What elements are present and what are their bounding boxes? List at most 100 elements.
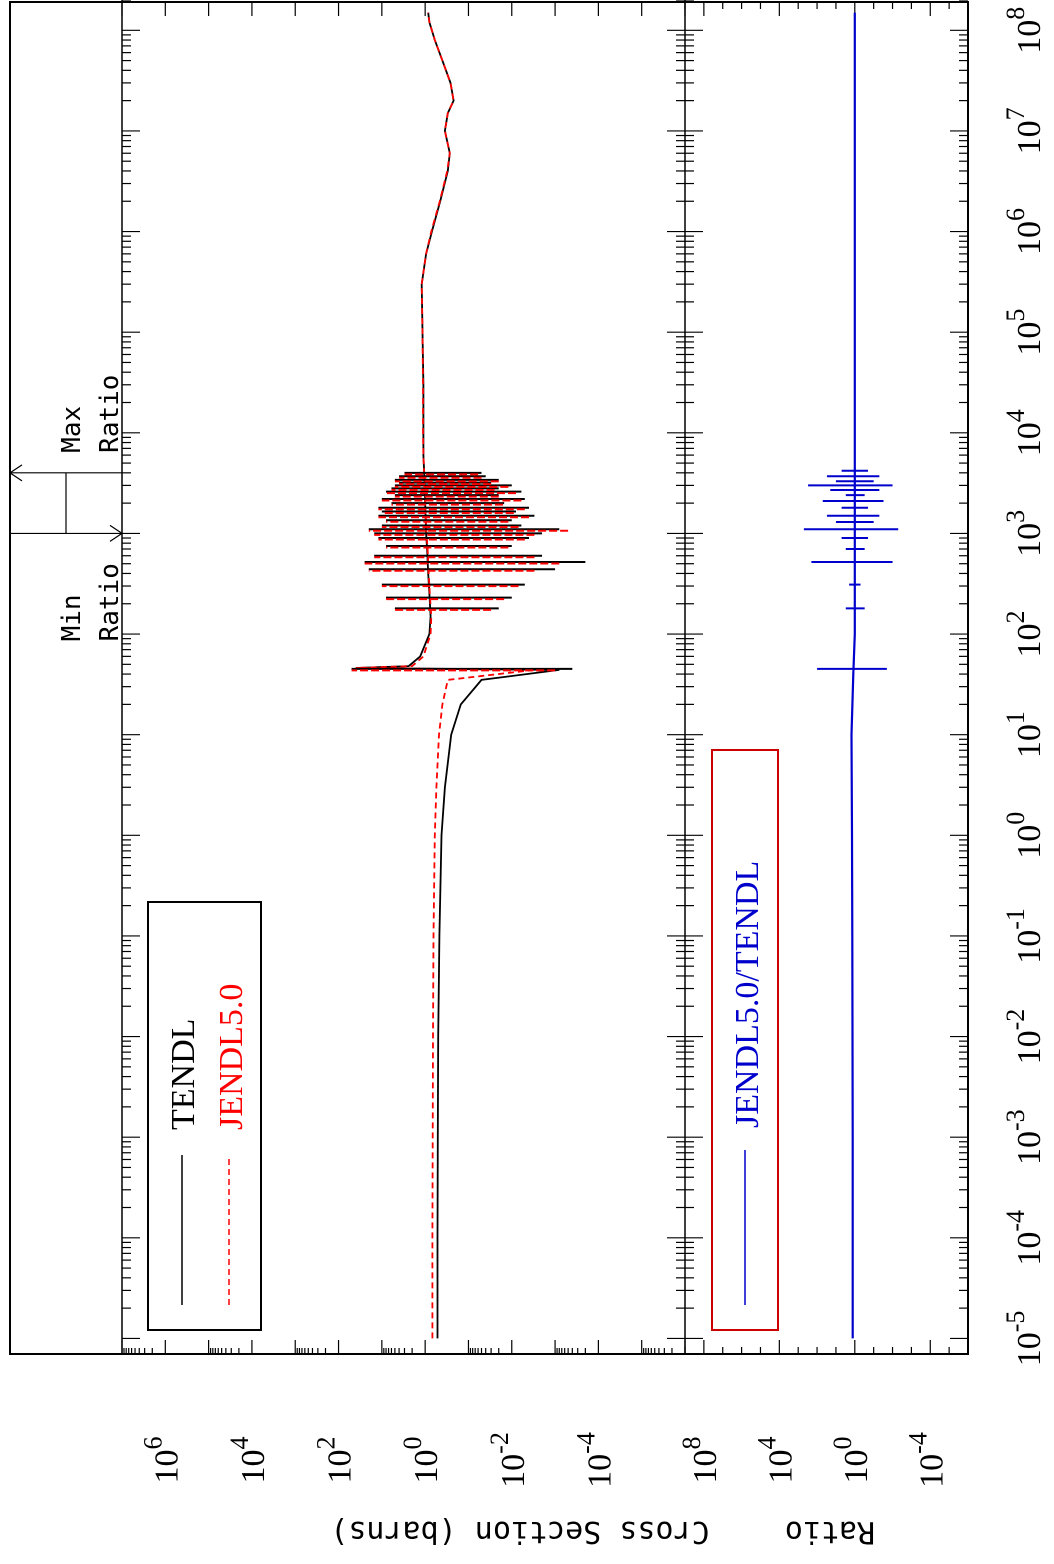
legend-label-ratio: JENDL5.0/TENDL bbox=[729, 861, 766, 1128]
x-tick-base: 10 bbox=[1011, 1131, 1048, 1165]
max-ratio-label-line1: Max bbox=[57, 406, 87, 453]
cross-section-y-tick-label: 104 bbox=[225, 1437, 272, 1484]
outer-frame bbox=[9, 1, 969, 1355]
x-tick-label: 10-3 bbox=[1001, 1109, 1048, 1165]
x-tick-base: 10 bbox=[1011, 1332, 1048, 1366]
cross-section-y-axis-label: Cross Section (barns) bbox=[330, 1514, 709, 1549]
x-tick-exponent: 2 bbox=[1001, 611, 1030, 624]
ratio-y-tick-label: 108 bbox=[677, 1437, 724, 1484]
cross-section-series bbox=[351, 12, 586, 1339]
cross-section-y-tick-label: 102 bbox=[312, 1437, 359, 1484]
x-tick-exponent: -3 bbox=[1001, 1109, 1030, 1131]
ratio-series-line bbox=[850, 12, 856, 1339]
x-tick-exponent: -2 bbox=[1001, 1009, 1030, 1031]
x-tick-base: 10 bbox=[1011, 523, 1048, 557]
cross-section-y-tick-label-base: 10 bbox=[148, 1450, 185, 1484]
cross-section-y-tick-label: 10-2 bbox=[485, 1432, 532, 1488]
ratio-y-axis-label: Ratio bbox=[785, 1514, 875, 1549]
cross-section-y-tick-label: 10-4 bbox=[571, 1432, 618, 1488]
cross-section-y-tick-label-base: 10 bbox=[408, 1450, 445, 1484]
x-tick-exponent: -5 bbox=[1001, 1311, 1030, 1333]
x-tick-exponent: 3 bbox=[1001, 510, 1030, 523]
x-tick-label-text: 105 bbox=[1001, 309, 1048, 356]
max-ratio-arrow bbox=[8, 464, 23, 482]
ratio-y-tick-label-base: 10 bbox=[762, 1450, 799, 1484]
cross-section-y-tick-label-exponent: 6 bbox=[138, 1437, 167, 1450]
ratio-y-tick-label-text: 108 bbox=[677, 1437, 724, 1484]
x-tick-label-text: 102 bbox=[1001, 611, 1048, 658]
x-tick-label: 102 bbox=[1001, 611, 1048, 658]
y-axis-titles: Cross Section (barns) Ratio bbox=[330, 1514, 875, 1549]
x-tick-label: 101 bbox=[1001, 711, 1048, 758]
cross-section-y-tick-label-exponent: -2 bbox=[485, 1432, 514, 1454]
x-tick-label: 10-1 bbox=[1001, 908, 1048, 964]
x-tick-exponent: -1 bbox=[1001, 908, 1030, 930]
x-tick-label-text: 10-5 bbox=[1001, 1311, 1048, 1367]
ratio-legend: JENDL5.0/TENDL bbox=[711, 749, 779, 1331]
cross-section-legend-box bbox=[147, 901, 262, 1331]
cross-section-y-tick-label-exponent: 2 bbox=[312, 1437, 341, 1450]
ratio-y-tick-label-exponent: 8 bbox=[677, 1437, 706, 1450]
x-tick-label: 104 bbox=[1001, 409, 1048, 456]
x-tick-exponent: 7 bbox=[1001, 107, 1030, 120]
cross-section-y-tick-label-base: 10 bbox=[322, 1450, 359, 1484]
x-tick-label: 103 bbox=[1001, 510, 1048, 557]
x-tick-label-text: 10-4 bbox=[1001, 1210, 1048, 1266]
x-tick-base: 10 bbox=[1011, 422, 1048, 456]
legend-label-jendl: JENDL5.0 bbox=[213, 984, 250, 1130]
ratio-y-tick-label: 10-4 bbox=[903, 1432, 950, 1488]
x-tick-label: 100 bbox=[1001, 812, 1048, 859]
min-ratio-label-line1: Min bbox=[57, 594, 87, 641]
cross-section-y-tick-label-base: 10 bbox=[581, 1454, 618, 1488]
min-ratio-label-line2: Ratio bbox=[95, 563, 125, 641]
cross-section-y-tick-label-text: 102 bbox=[312, 1437, 359, 1484]
axis-ticks bbox=[121, 0, 969, 1354]
x-tick-label: 10-5 bbox=[1001, 1311, 1048, 1367]
x-tick-label-text: 101 bbox=[1001, 711, 1048, 758]
x-tick-exponent: 0 bbox=[1001, 812, 1030, 825]
max-ratio-label-line2: Ratio bbox=[95, 375, 125, 453]
min-ratio-arrow bbox=[109, 524, 124, 542]
x-tick-base: 10 bbox=[1011, 724, 1048, 758]
x-tick-exponent: 4 bbox=[1001, 409, 1030, 422]
x-tick-label-text: 104 bbox=[1001, 409, 1048, 456]
cross-section-y-tick-label-text: 10-4 bbox=[571, 1432, 618, 1488]
x-tick-label: 106 bbox=[1001, 208, 1048, 255]
min-max-ratio-markers: Min Ratio Max Ratio bbox=[8, 375, 125, 641]
x-tick-exponent: 5 bbox=[1001, 309, 1030, 322]
x-tick-label-text: 100 bbox=[1001, 812, 1048, 859]
x-tick-base: 10 bbox=[1011, 1232, 1048, 1266]
cross-section-y-tick-label-text: 10-2 bbox=[485, 1432, 532, 1488]
x-tick-label-text: 103 bbox=[1001, 510, 1048, 557]
ratio-y-tick-label-base: 10 bbox=[913, 1454, 950, 1488]
cross-section-y-tick-label-base: 10 bbox=[235, 1450, 272, 1484]
x-tick-base: 10 bbox=[1011, 221, 1048, 255]
x-tick-base: 10 bbox=[1011, 825, 1048, 859]
x-tick-label-text: 10-2 bbox=[1001, 1009, 1048, 1065]
cross-section-y-tick-label-base: 10 bbox=[495, 1454, 532, 1488]
x-tick-base: 10 bbox=[1011, 1030, 1048, 1064]
x-tick-label-text: 10-3 bbox=[1001, 1109, 1048, 1165]
x-tick-label-text: 107 bbox=[1001, 107, 1048, 154]
ratio-y-tick-label-exponent: -4 bbox=[903, 1432, 932, 1454]
x-tick-base: 10 bbox=[1011, 322, 1048, 356]
cross-section-y-tick-label-text: 106 bbox=[138, 1437, 185, 1484]
ratio-series bbox=[803, 12, 899, 1339]
ratio-y-tick-label-base: 10 bbox=[838, 1450, 875, 1484]
x-tick-label: 105 bbox=[1001, 309, 1048, 356]
ratio-y-tick-label-text: 10-4 bbox=[903, 1432, 950, 1488]
x-tick-label-text: 106 bbox=[1001, 208, 1048, 255]
x-tick-labels: 10-510-410-310-210-110010110210310410510… bbox=[1001, 7, 1048, 1366]
x-tick-exponent: 6 bbox=[1001, 208, 1030, 221]
x-tick-label: 10-2 bbox=[1001, 1009, 1048, 1065]
ratio-y-tick-label-exponent: 4 bbox=[752, 1437, 781, 1450]
plot-frame bbox=[9, 0, 969, 1355]
x-tick-exponent: 8 bbox=[1001, 7, 1030, 20]
ratio-y-tick-label-base: 10 bbox=[687, 1450, 724, 1484]
ratio-y-tick-label-text: 104 bbox=[752, 1437, 799, 1484]
series-line-jendl bbox=[355, 12, 535, 1339]
cross-section-y-tick-label-exponent: 4 bbox=[225, 1437, 254, 1450]
cross-section-y-tick-label-exponent: 0 bbox=[398, 1437, 427, 1450]
